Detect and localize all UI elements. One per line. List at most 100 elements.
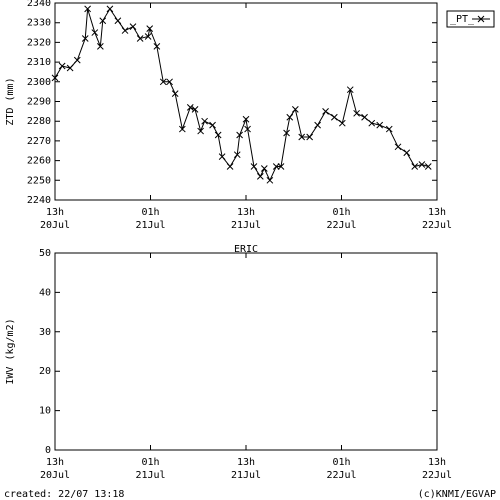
plot-frame xyxy=(54,252,438,451)
x-tick-label: 13h xyxy=(46,207,64,218)
y-tick-label: 2310 xyxy=(27,57,51,68)
point-marker xyxy=(153,42,161,50)
point-marker xyxy=(394,143,402,151)
point-marker xyxy=(424,163,432,170)
x-tick-label: 01h xyxy=(141,207,159,218)
point-marker xyxy=(376,121,384,129)
point-marker xyxy=(97,42,104,50)
point-marker xyxy=(73,56,81,64)
y-tick-label: 2240 xyxy=(27,195,51,206)
point-marker xyxy=(129,23,137,30)
point-marker xyxy=(51,74,59,82)
point-marker xyxy=(368,119,376,127)
point-marker xyxy=(418,161,426,168)
created: created: 22/07 13:18 xyxy=(4,489,124,500)
point-marker xyxy=(66,64,74,72)
legend-label: _PT_ xyxy=(450,14,475,25)
point-marker xyxy=(136,35,144,42)
point-marker xyxy=(385,125,393,133)
point-marker xyxy=(266,176,274,184)
point-marker xyxy=(286,113,294,121)
y-tick-label: 20 xyxy=(39,366,51,377)
point-marker xyxy=(144,33,152,40)
point-marker xyxy=(191,106,199,113)
point-marker xyxy=(226,163,234,170)
y-tick-label: 50 xyxy=(39,248,51,259)
series-line xyxy=(54,7,429,182)
point-marker xyxy=(361,113,368,121)
plot-frame xyxy=(54,2,438,201)
legend-swatch xyxy=(472,15,490,23)
x-tick-date: 21Jul xyxy=(231,220,261,231)
point-marker xyxy=(244,125,251,133)
point-marker xyxy=(256,173,264,180)
y-tick-label: 2300 xyxy=(27,77,51,88)
point-marker xyxy=(197,127,204,135)
point-marker xyxy=(84,5,91,13)
y-tick-label: 0 xyxy=(45,445,51,456)
point-marker xyxy=(291,106,299,113)
point-marker xyxy=(306,133,314,141)
point-marker xyxy=(322,107,329,115)
point-marker xyxy=(166,78,173,86)
x-tick-label: 13h xyxy=(237,207,255,218)
x-tick-label: 01h xyxy=(141,457,159,468)
point-marker xyxy=(81,35,89,42)
legend-box xyxy=(446,10,495,28)
x-tick-date: 22Jul xyxy=(422,220,452,231)
point-marker xyxy=(338,119,346,127)
point-marker xyxy=(298,133,306,141)
point-marker xyxy=(146,25,154,32)
x-tick-date: 22Jul xyxy=(326,220,356,231)
y-tick-label: 2320 xyxy=(27,37,51,48)
y-tick-label: 2260 xyxy=(27,156,51,167)
point-marker xyxy=(106,5,114,13)
point-marker xyxy=(236,131,243,139)
point-marker xyxy=(171,90,179,97)
point-marker xyxy=(214,131,222,139)
point-marker xyxy=(121,27,129,34)
x-tick-date: 22Jul xyxy=(326,470,356,481)
point-marker xyxy=(159,78,167,86)
point-marker xyxy=(260,165,268,172)
y-tick-label: 2280 xyxy=(27,116,51,127)
x-tick-label: 01h xyxy=(332,207,350,218)
point-marker xyxy=(218,153,226,161)
point-marker xyxy=(314,121,321,129)
point-marker xyxy=(99,17,107,25)
x-tick-label: 13h xyxy=(237,457,255,468)
point-marker xyxy=(330,113,338,121)
point-marker xyxy=(186,104,194,111)
y-tick-label: 10 xyxy=(39,406,51,417)
y-tick-label: 2340 xyxy=(27,0,51,9)
x-tick-date: 20Jul xyxy=(40,220,70,231)
y-tick-label: 40 xyxy=(39,287,51,298)
y-tick-label: 2290 xyxy=(27,97,51,108)
chart-title: ERIC xyxy=(234,244,258,255)
point-marker xyxy=(178,125,186,133)
y-tick-label: 2250 xyxy=(27,175,51,186)
y-axis-label: ZTD (mm) xyxy=(5,77,16,125)
x-tick-label: 01h xyxy=(332,457,350,468)
point-marker xyxy=(58,62,66,70)
point-marker xyxy=(233,151,241,159)
x-tick-date: 22Jul xyxy=(422,470,452,481)
y-tick-label: 2330 xyxy=(27,18,51,29)
point-marker xyxy=(250,163,258,170)
x-tick-date: 21Jul xyxy=(231,470,261,481)
x-tick-date: 21Jul xyxy=(135,220,165,231)
point-marker xyxy=(411,163,419,170)
point-marker xyxy=(403,149,411,157)
point-marker xyxy=(346,86,354,94)
point-marker xyxy=(272,163,280,170)
point-marker xyxy=(283,129,290,137)
credit: (c)KNMI/EGVAP xyxy=(418,489,496,500)
point-marker xyxy=(201,117,208,125)
y-axis-label: IWV (kg/m2) xyxy=(5,318,16,384)
x-tick-label: 13h xyxy=(46,457,64,468)
x-tick-label: 13h xyxy=(428,207,446,218)
x-tick-date: 20Jul xyxy=(40,470,70,481)
y-tick-label: 30 xyxy=(39,327,51,338)
point-marker xyxy=(353,109,360,117)
